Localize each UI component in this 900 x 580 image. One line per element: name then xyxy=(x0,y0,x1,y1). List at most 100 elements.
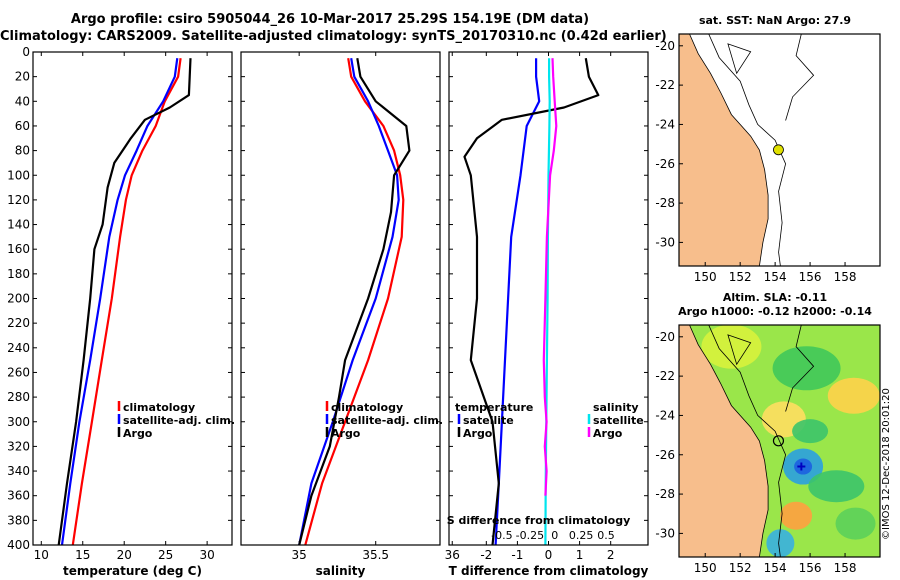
sla_map-content xyxy=(679,325,880,557)
sst_map-reef xyxy=(727,43,752,75)
sla_map-ytick-label: -22 xyxy=(655,369,675,383)
chart-title-line2: Climatology: CARS2009. Satellite-adjuste… xyxy=(0,29,667,44)
sla-blob xyxy=(766,529,795,557)
depth-tick-label: 20 xyxy=(15,70,30,84)
sla_map-isobath-2 xyxy=(785,325,815,412)
difference-xtick-label: 2 xyxy=(607,548,615,562)
depth-tick-label: 240 xyxy=(7,341,30,355)
diff-s-xlabel: S difference from climatology xyxy=(447,514,631,527)
sla_map-xtick-label: 158 xyxy=(834,561,857,575)
sla_map-ytick-label: -30 xyxy=(655,526,675,540)
salinity-legend-climatology: climatology xyxy=(331,401,403,414)
sla_map-xtick-label: 156 xyxy=(799,561,822,575)
sst_map-xtick-label: 156 xyxy=(799,270,822,284)
temperature-xtick-label: 25 xyxy=(158,548,173,562)
temperature-legend-climatology: climatology xyxy=(123,401,195,414)
sla_map-ytick-label: -20 xyxy=(655,330,675,344)
temperature-xtick-label: 20 xyxy=(117,548,132,562)
sla-cross-icon xyxy=(797,462,806,471)
depth-tick-label: 380 xyxy=(7,513,30,527)
depth-tick-label: 60 xyxy=(15,119,30,133)
sst_map-ytick-label: -26 xyxy=(655,157,675,171)
sla-blob xyxy=(827,377,880,414)
sst_map-isobath xyxy=(708,34,787,266)
sla_map-reef xyxy=(727,334,752,366)
salinity-xtick-label: 35.5 xyxy=(362,548,389,562)
diff-legend-temperature-header: temperature xyxy=(455,401,533,414)
diff-s-tick-label: 0.5 xyxy=(597,529,615,542)
sst_map-land xyxy=(679,34,769,266)
sst_map-ytick-label: -22 xyxy=(655,78,675,92)
depth-tick-label: 100 xyxy=(7,168,30,182)
depth-tick-label: 340 xyxy=(7,464,30,478)
difference-series-temperature-satellite xyxy=(494,58,541,545)
salinity-xtick-label: 35 xyxy=(292,548,307,562)
depth-tick-label: 200 xyxy=(7,292,30,306)
depth-tick-label: 80 xyxy=(15,144,30,158)
chart-title-line1: Argo profile: csiro 5905044_26 10-Mar-20… xyxy=(70,12,590,27)
depth-tick-label: 180 xyxy=(7,267,30,281)
temperature-xtick-label: 15 xyxy=(75,548,90,562)
sst_map-xtick-label: 150 xyxy=(694,270,717,284)
difference-series-temperature-argo xyxy=(463,58,600,545)
salinity-legend-argo: Argo xyxy=(331,427,361,440)
sla-blob xyxy=(792,419,829,444)
difference-xtick-label: 1 xyxy=(576,548,584,562)
salinity-legend-satellite-adj-clim-: satellite-adj. clim. xyxy=(331,414,443,427)
depth-tick-label: 320 xyxy=(7,439,30,453)
temperature-series-climatology xyxy=(71,58,182,545)
sla-map-title-line2: Argo h1000: -0.12 h2000: -0.14 xyxy=(678,305,872,318)
temperature-xtick-label: 10 xyxy=(34,548,49,562)
sst_map-xtick-label: 158 xyxy=(834,270,857,284)
depth-tick-label: 260 xyxy=(7,365,30,379)
sst_map-xtick-label: 152 xyxy=(729,270,752,284)
sst_map-xtick-label: 154 xyxy=(764,270,787,284)
diff-legend-s-satellite: satellite xyxy=(593,414,644,427)
salinity-xtick-label: 36 xyxy=(445,548,460,562)
depth-tick-label: 280 xyxy=(7,390,30,404)
sst_map-content xyxy=(679,34,880,266)
diff-s-tick-label: -0.5 xyxy=(491,529,512,542)
diff-s-tick-label: -0.25 xyxy=(516,529,544,542)
sla_map-xtick-label: 154 xyxy=(764,561,787,575)
sla_map-isobath xyxy=(708,325,787,557)
sla_map-ytick-label: -24 xyxy=(655,408,675,422)
depth-tick-label: 220 xyxy=(7,316,30,330)
sst-map-title: sat. SST: NaN Argo: 27.9 xyxy=(698,14,852,27)
sla-blob xyxy=(772,346,841,391)
diff-legend-t-Argo: Argo xyxy=(463,427,493,440)
sla_map-xtick-label: 150 xyxy=(694,561,717,575)
sst_map-isobath-2 xyxy=(785,34,815,121)
depth-tick-label: 0 xyxy=(22,45,30,59)
difference-xlabel: T difference from climatology xyxy=(449,564,649,578)
diff-s-tick-label: 0.25 xyxy=(569,529,594,542)
depth-tick-label: 400 xyxy=(7,538,30,552)
sst_map-ytick-label: -24 xyxy=(655,117,675,131)
temperature-xtick-label: 30 xyxy=(199,548,214,562)
difference-xtick-label: -2 xyxy=(480,548,492,562)
sla-blob xyxy=(808,470,865,503)
difference-series-salinity-argo xyxy=(542,58,558,496)
diff-legend-s-Argo: Argo xyxy=(593,427,623,440)
temperature-legend-argo: Argo xyxy=(123,427,153,440)
sla_map-land xyxy=(679,325,769,557)
sst_map-ytick-label: -30 xyxy=(655,235,675,249)
sla_map-ytick-label: -28 xyxy=(655,487,675,501)
sla_map-frame xyxy=(678,324,881,558)
sla-map-title-line1: Altim. SLA: -0.11 xyxy=(722,291,828,304)
salinity-series-climatology xyxy=(304,58,405,545)
argo-position-marker-icon xyxy=(773,144,784,156)
difference-xtick-label: 0 xyxy=(545,548,553,562)
temperature-series-satellite-adj-clim- xyxy=(60,58,179,545)
argo-position-marker-icon xyxy=(772,435,785,447)
depth-tick-label: 140 xyxy=(7,218,30,232)
temperature-plot-frame xyxy=(32,51,233,546)
temperature-legend-satellite-adj-clim-: satellite-adj. clim. xyxy=(123,414,235,427)
salinity-series-argo xyxy=(298,58,411,545)
salinity-plot-frame xyxy=(240,51,441,546)
salinity-series-satellite-adj-clim- xyxy=(298,58,400,545)
depth-tick-label: 300 xyxy=(7,415,30,429)
temperature-series-argo xyxy=(57,58,192,545)
salinity-xlabel: salinity xyxy=(316,564,366,578)
